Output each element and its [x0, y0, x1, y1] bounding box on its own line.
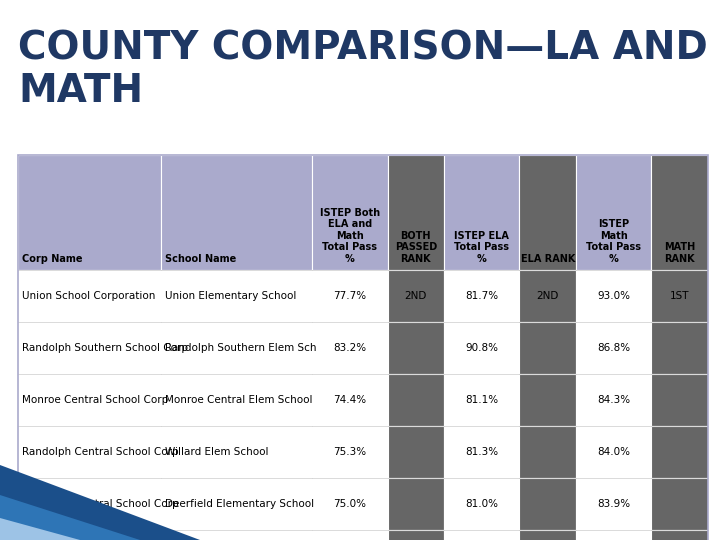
Bar	[519, 270, 576, 322]
Text: Randolph Southern School Corp: Randolph Southern School Corp	[22, 343, 188, 353]
Text: 81.1%: 81.1%	[465, 395, 498, 405]
Bar	[444, 322, 519, 374]
Bar	[387, 270, 444, 322]
Bar	[519, 478, 576, 530]
Bar	[161, 155, 312, 270]
Text: 90.8%: 90.8%	[465, 343, 498, 353]
Bar	[387, 478, 444, 530]
Text: 75.3%: 75.3%	[333, 447, 366, 457]
Bar	[519, 530, 576, 540]
Bar	[652, 426, 708, 478]
Text: 84.0%: 84.0%	[597, 447, 630, 457]
Text: Randolph Central School Corp: Randolph Central School Corp	[22, 499, 179, 509]
Bar	[576, 155, 652, 270]
Bar	[161, 426, 312, 478]
Bar	[18, 478, 161, 530]
Bar	[576, 374, 652, 426]
Text: ELA RANK: ELA RANK	[521, 254, 575, 264]
Text: 81.0%: 81.0%	[465, 499, 498, 509]
Text: ISTEP
Math
Total Pass
%: ISTEP Math Total Pass %	[586, 219, 642, 264]
Text: 2ND: 2ND	[405, 291, 427, 301]
Text: Monroe Central Elem School: Monroe Central Elem School	[166, 395, 312, 405]
Bar	[576, 478, 652, 530]
Bar	[18, 270, 161, 322]
Text: COUNTY COMPARISON—LA AND
MATH: COUNTY COMPARISON—LA AND MATH	[18, 30, 708, 111]
Text: 81.3%: 81.3%	[465, 447, 498, 457]
Bar	[652, 478, 708, 530]
Bar	[576, 270, 652, 322]
Bar	[161, 478, 312, 530]
Bar	[161, 530, 312, 540]
Bar	[387, 155, 444, 270]
Text: 2ND: 2ND	[536, 291, 559, 301]
Bar	[18, 374, 161, 426]
Text: 77.7%: 77.7%	[333, 291, 366, 301]
Text: School Name: School Name	[166, 254, 237, 264]
Bar	[387, 374, 444, 426]
Text: Union Elementary School: Union Elementary School	[166, 291, 297, 301]
Text: 86.8%: 86.8%	[597, 343, 630, 353]
Text: ISTEP ELA
Total Pass
%: ISTEP ELA Total Pass %	[454, 231, 509, 264]
Text: 83.9%: 83.9%	[597, 499, 630, 509]
Bar	[312, 426, 387, 478]
Bar	[519, 426, 576, 478]
Polygon shape	[0, 465, 200, 540]
Text: 74.4%: 74.4%	[333, 395, 366, 405]
Text: BOTH
PASSED
RANK: BOTH PASSED RANK	[395, 231, 437, 264]
Bar	[652, 322, 708, 374]
Bar	[576, 426, 652, 478]
Bar	[387, 426, 444, 478]
Text: Union School Corporation: Union School Corporation	[22, 291, 156, 301]
Text: 84.3%: 84.3%	[597, 395, 630, 405]
Bar	[444, 270, 519, 322]
Text: 93.0%: 93.0%	[597, 291, 630, 301]
Bar	[312, 374, 387, 426]
Polygon shape	[0, 518, 80, 540]
Bar	[312, 322, 387, 374]
Text: Monroe Central School Corp: Monroe Central School Corp	[22, 395, 168, 405]
Bar	[18, 155, 708, 540]
Bar	[444, 426, 519, 478]
Text: Willard Elem School: Willard Elem School	[166, 447, 269, 457]
Bar	[519, 155, 576, 270]
Bar	[652, 270, 708, 322]
Bar	[387, 530, 444, 540]
Bar	[652, 530, 708, 540]
Text: MATH
RANK: MATH RANK	[664, 242, 696, 264]
Bar	[387, 322, 444, 374]
Bar	[161, 270, 312, 322]
Bar	[18, 426, 161, 478]
Text: 83.2%: 83.2%	[333, 343, 366, 353]
Text: Deerfield Elementary School: Deerfield Elementary School	[166, 499, 315, 509]
Bar	[652, 155, 708, 270]
Bar	[576, 530, 652, 540]
Bar	[161, 322, 312, 374]
Bar	[519, 374, 576, 426]
Bar	[444, 478, 519, 530]
Bar	[312, 530, 387, 540]
Text: Randolph Central School Corp: Randolph Central School Corp	[22, 447, 179, 457]
Bar	[18, 530, 161, 540]
Bar	[18, 155, 161, 270]
Bar	[519, 322, 576, 374]
Bar	[652, 374, 708, 426]
Bar	[312, 478, 387, 530]
Bar	[312, 270, 387, 322]
Text: 75.0%: 75.0%	[333, 499, 366, 509]
Bar	[576, 322, 652, 374]
Text: ISTEP Both
ELA and
Math
Total Pass
%: ISTEP Both ELA and Math Total Pass %	[320, 207, 380, 264]
Bar	[444, 155, 519, 270]
Bar	[161, 374, 312, 426]
Bar	[312, 155, 387, 270]
Text: 1ST: 1ST	[670, 291, 690, 301]
Bar	[444, 374, 519, 426]
Polygon shape	[0, 495, 140, 540]
Text: Corp Name: Corp Name	[22, 254, 83, 264]
Bar	[18, 322, 161, 374]
Bar	[444, 530, 519, 540]
Text: 81.7%: 81.7%	[465, 291, 498, 301]
Text: Randolph Southern Elem Sch: Randolph Southern Elem Sch	[166, 343, 317, 353]
